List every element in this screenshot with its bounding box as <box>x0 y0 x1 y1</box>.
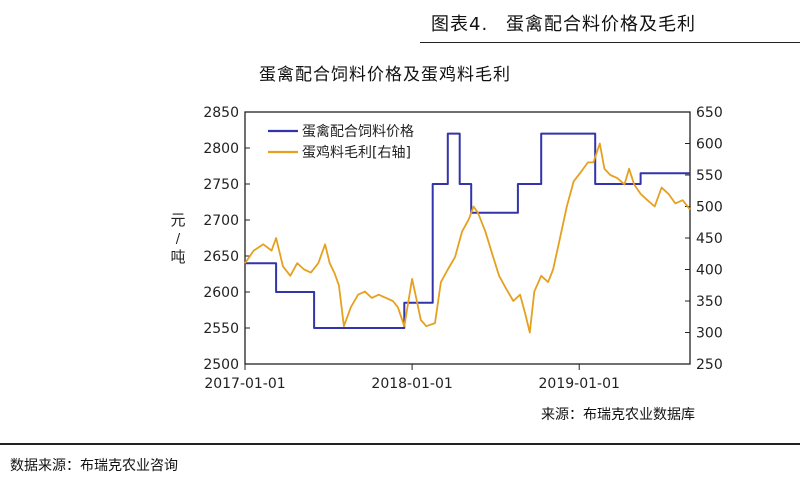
right-axis-tick-label: 650 <box>696 105 723 121</box>
figure-number: 图表4. <box>431 14 489 35</box>
series-line-margin <box>244 142 691 334</box>
y-axis-label-top: 元 <box>170 211 185 229</box>
chart-source-note: 来源：布瑞克农业数据库 <box>541 407 695 423</box>
x-axis-tick-label: 2018-01-01 <box>371 376 452 392</box>
left-axis-tick-label: 2550 <box>203 321 239 337</box>
right-axis-tick-label: 500 <box>696 200 723 216</box>
left-axis-tick-label: 2500 <box>203 357 239 373</box>
left-axis-tick-label: 2600 <box>203 285 239 301</box>
x-axis-tick-label: 2017-01-01 <box>204 376 285 392</box>
line-chart: 2500 2550 2600 2650 2700 2750 2800 2850 250 300 3… <box>170 105 723 392</box>
right-axis-tick-label: 550 <box>696 168 723 184</box>
left-axis-tick-label: 2850 <box>203 105 239 121</box>
x-axis-tick-label: 2019-01-01 <box>539 376 620 392</box>
legend-label: 蛋禽配合饲料价格 <box>302 123 414 140</box>
left-axis-tick-label: 2650 <box>203 249 239 265</box>
legend-label: 蛋鸡料毛利[右轴] <box>302 144 411 161</box>
left-axis-tick-label: 2750 <box>203 177 239 193</box>
series-line-feed-price <box>245 132 690 329</box>
left-axis-tick-label: 2700 <box>203 213 239 229</box>
figure-title-text: 蛋禽配合料价格及毛利 <box>506 14 696 35</box>
right-axis-tick-label: 600 <box>696 137 723 153</box>
y-axis-label-slash: / <box>176 232 181 247</box>
right-axis-tick-label: 250 <box>696 357 723 373</box>
right-axis-tick-label: 450 <box>696 231 723 247</box>
footer-rule <box>0 443 800 445</box>
left-axis-tick-label: 2800 <box>203 141 239 157</box>
figure-title: 图表4. 蛋禽配合料价格及毛利 <box>0 10 800 40</box>
y-axis-label-bottom: 吨 <box>170 248 185 266</box>
title-rule <box>420 42 800 43</box>
chart-title: 蛋禽配合饲料价格及蛋鸡料毛利 <box>259 65 511 85</box>
right-axis-tick-label: 350 <box>696 294 723 310</box>
right-axis-tick-label: 300 <box>696 326 723 342</box>
data-source-note: 数据来源：布瑞克农业咨询 <box>10 458 178 474</box>
right-axis-tick-label: 400 <box>696 263 723 279</box>
